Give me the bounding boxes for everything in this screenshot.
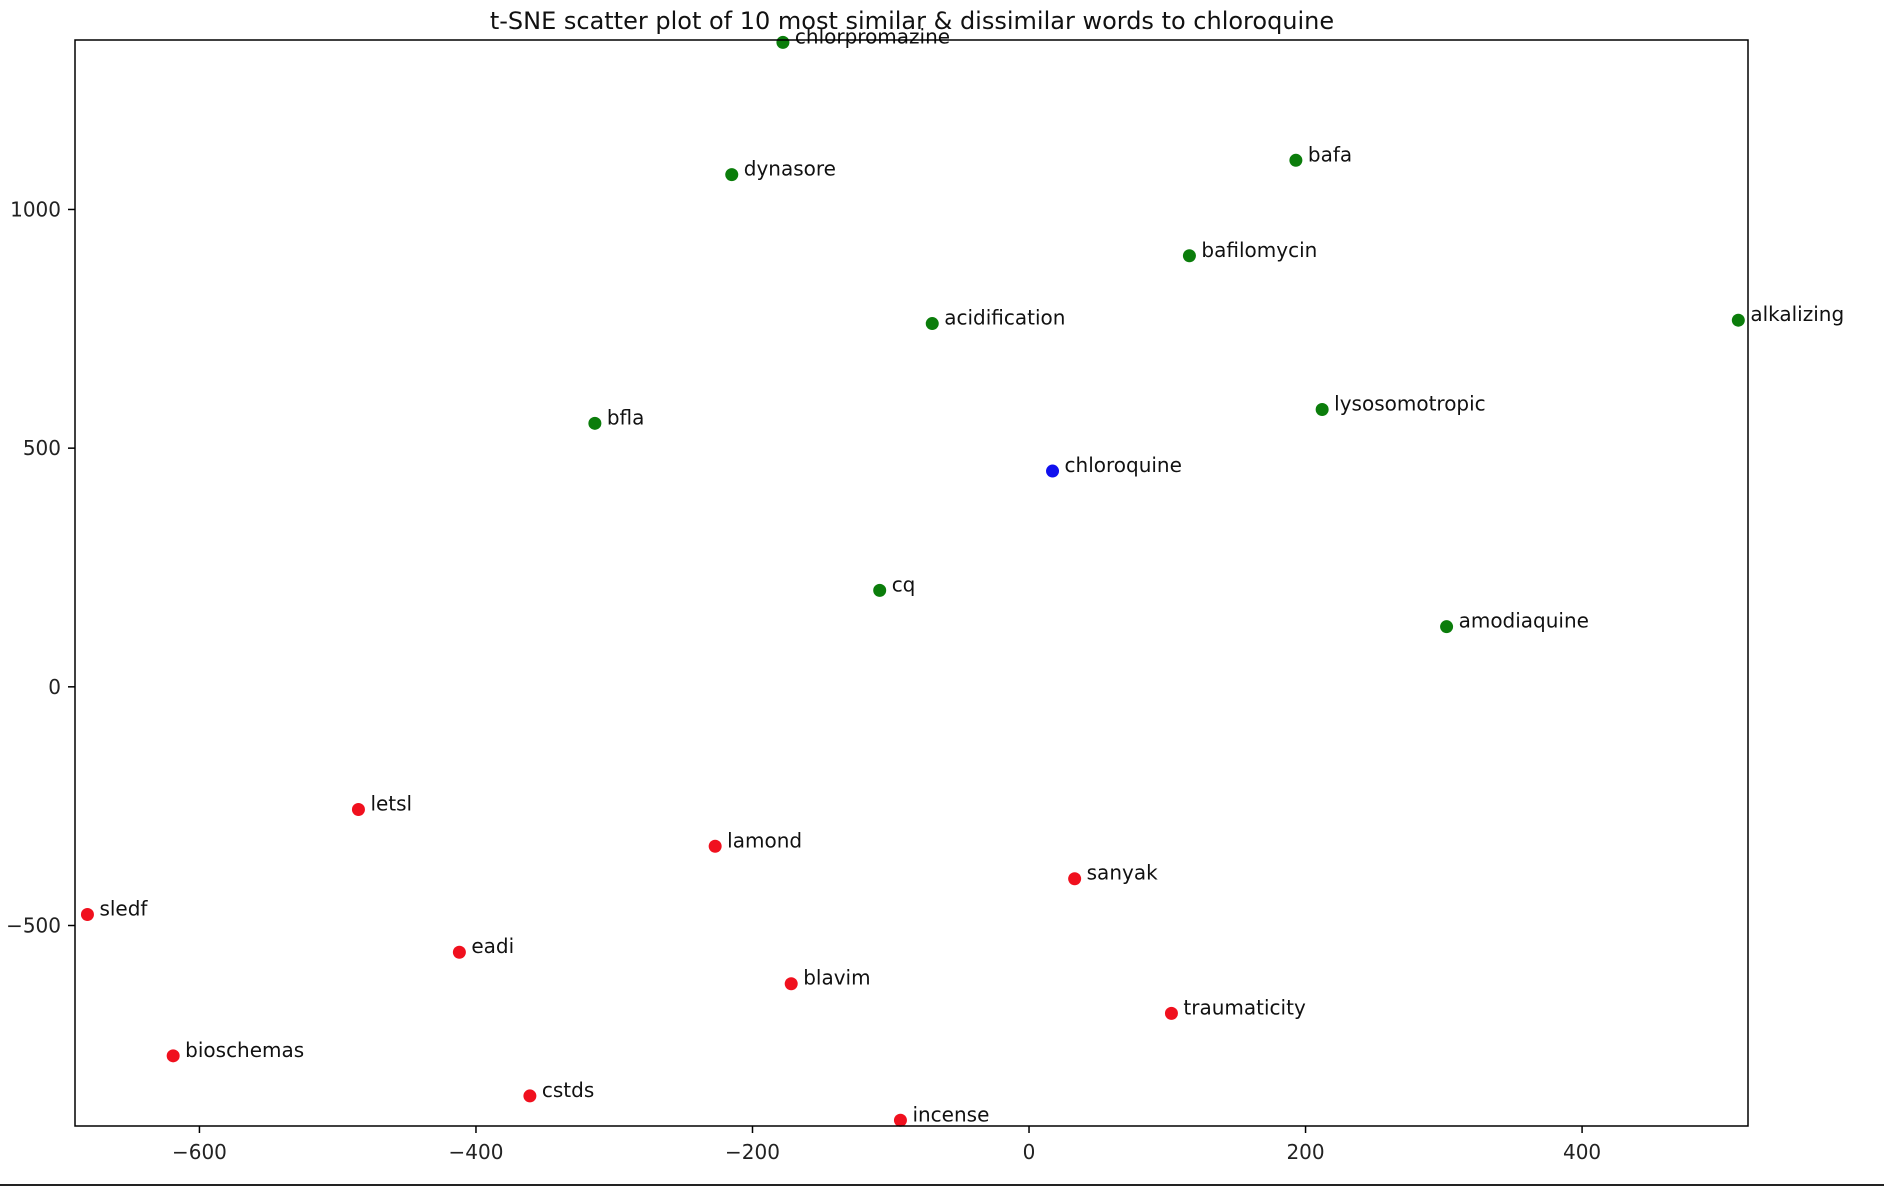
point-bafa xyxy=(1289,153,1303,167)
plot-area-frame xyxy=(74,39,1749,1127)
point-label-lamond: lamond xyxy=(727,828,802,852)
point-letsl xyxy=(351,803,365,817)
point-label-alkalizing: alkalizing xyxy=(1750,302,1844,326)
points-layer: chloroquine chlorpromazine dynasore bafa baf… xyxy=(80,24,1844,1127)
point-label-bafa: bafa xyxy=(1308,142,1352,166)
point-sanyak xyxy=(1068,872,1082,886)
point-dynasore xyxy=(725,168,739,182)
point-bfla xyxy=(588,416,602,430)
x-tick-label: 200 xyxy=(1286,1140,1324,1164)
point-label-cq: cq xyxy=(892,572,916,596)
x-tick-label: 0 xyxy=(1023,1140,1036,1164)
y-tick-label: −500 xyxy=(6,914,61,938)
point-alkalizing xyxy=(1731,313,1745,327)
point-label-lysosomotropic: lysosomotropic xyxy=(1334,391,1486,415)
point-lamond xyxy=(708,839,722,853)
point-lysosomotropic xyxy=(1315,402,1329,416)
point-label-bafilomycin: bafilomycin xyxy=(1201,238,1317,262)
point-eadi xyxy=(452,945,466,959)
point-incense xyxy=(893,1113,907,1127)
point-label-bioschemas: bioschemas xyxy=(185,1038,304,1062)
point-label-blavim: blavim xyxy=(803,966,870,990)
point-chloroquine xyxy=(1046,464,1060,478)
point-sledf xyxy=(80,908,94,922)
point-bafilomycin xyxy=(1182,249,1196,263)
point-label-dynasore: dynasore xyxy=(744,157,836,181)
x-tick-label: −200 xyxy=(725,1140,780,1164)
point-label-chlorpromazine: chlorpromazine xyxy=(795,24,950,48)
point-amodiaquine xyxy=(1440,620,1454,634)
point-traumaticity xyxy=(1164,1006,1178,1020)
x-tick-label: 400 xyxy=(1563,1140,1601,1164)
point-label-bfla: bfla xyxy=(607,405,645,429)
point-cstds xyxy=(523,1089,537,1103)
point-cq xyxy=(873,583,887,597)
point-chlorpromazine xyxy=(776,35,790,49)
x-tick-label: −400 xyxy=(448,1140,503,1164)
point-bioschemas xyxy=(166,1049,180,1063)
point-label-chloroquine: chloroquine xyxy=(1065,453,1182,477)
point-label-traumaticity: traumaticity xyxy=(1183,995,1306,1019)
point-label-acidification: acidification xyxy=(944,306,1065,330)
point-label-sanyak: sanyak xyxy=(1087,861,1158,885)
x-tick-label: −600 xyxy=(172,1140,227,1164)
point-blavim xyxy=(784,977,798,991)
point-label-letsl: letsl xyxy=(370,792,412,816)
point-label-eadi: eadi xyxy=(471,934,514,958)
point-label-incense: incense xyxy=(912,1102,989,1126)
point-label-amodiaquine: amodiaquine xyxy=(1459,609,1589,633)
y-tick-label: 0 xyxy=(48,675,61,699)
y-tick-label: 1000 xyxy=(10,197,61,221)
point-label-sledf: sledf xyxy=(99,897,148,921)
y-tick-label: 500 xyxy=(23,436,61,460)
point-label-cstds: cstds xyxy=(542,1078,594,1102)
ticks-layer: −600 −400 −200 0 200 400 −500 0 500 1000 xyxy=(6,197,1601,1164)
point-acidification xyxy=(925,317,939,331)
chart-title: t-SNE scatter plot of 10 most similar & … xyxy=(490,7,1334,35)
